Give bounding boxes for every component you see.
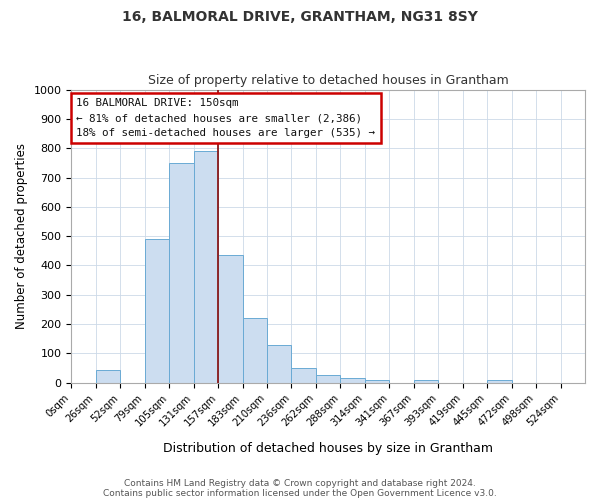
Text: 16 BALMORAL DRIVE: 150sqm
← 81% of detached houses are smaller (2,386)
18% of se: 16 BALMORAL DRIVE: 150sqm ← 81% of detac… bbox=[76, 98, 376, 138]
Title: Size of property relative to detached houses in Grantham: Size of property relative to detached ho… bbox=[148, 74, 509, 87]
X-axis label: Distribution of detached houses by size in Grantham: Distribution of detached houses by size … bbox=[163, 442, 493, 455]
Bar bbox=[292, 368, 316, 383]
Text: 16, BALMORAL DRIVE, GRANTHAM, NG31 8SY: 16, BALMORAL DRIVE, GRANTHAM, NG31 8SY bbox=[122, 10, 478, 24]
Bar bbox=[340, 378, 365, 383]
Bar bbox=[414, 380, 438, 383]
Bar bbox=[267, 344, 292, 383]
Bar bbox=[316, 374, 340, 383]
Bar bbox=[145, 239, 169, 383]
Bar bbox=[365, 380, 389, 383]
Bar bbox=[96, 370, 120, 383]
Text: Contains HM Land Registry data © Crown copyright and database right 2024.: Contains HM Land Registry data © Crown c… bbox=[124, 478, 476, 488]
Bar bbox=[218, 255, 242, 383]
Bar bbox=[242, 318, 267, 383]
Y-axis label: Number of detached properties: Number of detached properties bbox=[15, 143, 28, 329]
Text: Contains public sector information licensed under the Open Government Licence v3: Contains public sector information licen… bbox=[103, 488, 497, 498]
Bar bbox=[487, 380, 512, 383]
Bar bbox=[194, 151, 218, 383]
Bar bbox=[169, 163, 194, 383]
